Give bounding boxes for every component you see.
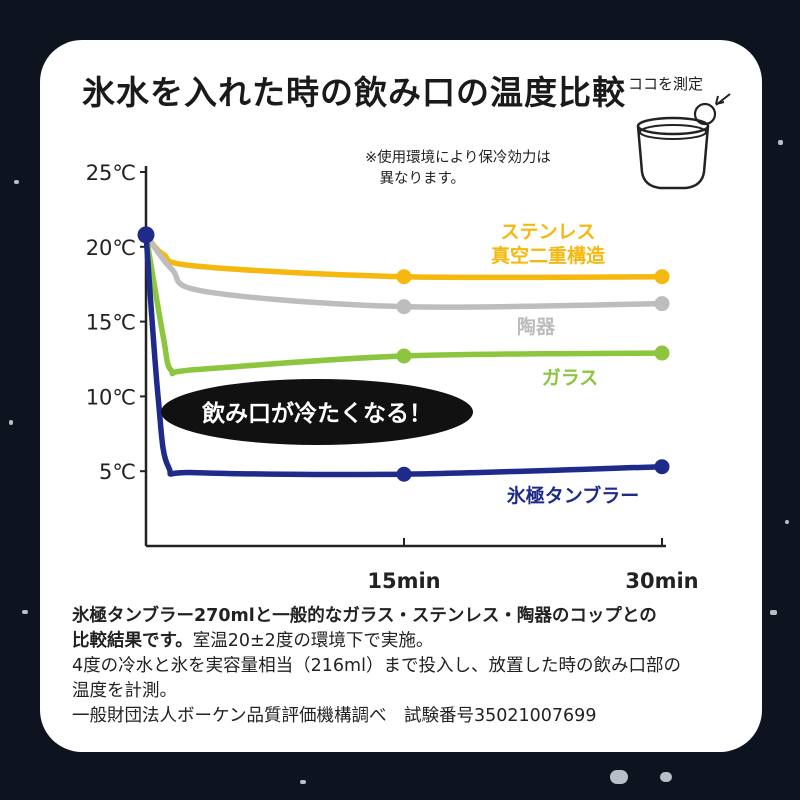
series-point-ceramic: [396, 299, 412, 315]
chart-card: 氷水を入れた時の飲み口の温度比較 ココを測定 ※使用環境により保冷効力は 異なり…: [40, 40, 762, 752]
bg-speck: [300, 780, 306, 784]
bg-speck: [778, 140, 783, 145]
bg-speck: [660, 772, 672, 782]
series-label-ceramic: 陶器: [517, 315, 556, 338]
cup-icon: [636, 93, 731, 190]
callout-bubble: 飲み口が冷たくなる！: [161, 379, 473, 445]
description-line-3: 4度の冷水と氷を実容量相当（216ml）まで投入し、放置した時の飲み口部の: [72, 656, 681, 676]
series-point-hyogoku: [137, 226, 155, 244]
description-line-1: 氷極タンブラー270mlと一般的なガラス・ステンレス・陶器のコップとの: [72, 606, 657, 626]
series-point-stainless: [654, 269, 670, 285]
usage-note: ※使用環境により保冷効力は 異なります。: [365, 150, 551, 187]
series-point-hyogoku: [654, 459, 670, 475]
series-line-stainless: [143, 232, 665, 281]
line-chart: 5℃ 10℃ 15℃ 20℃ 25℃ 15min 30min ステンレス真空二重構造陶器ガラ…: [86, 93, 731, 593]
bg-speck: [610, 770, 628, 784]
series-line-glass: [143, 232, 665, 377]
series-point-glass: [396, 348, 412, 364]
x-tick-label: 15min: [367, 569, 440, 593]
measure-point-label: ココを測定: [628, 75, 704, 93]
series-label-glass: ガラス: [542, 367, 599, 389]
series-line-hyogoku: [143, 232, 665, 478]
description-line-4: 温度を計測。: [72, 681, 177, 701]
chart-title: 氷水を入れた時の飲み口の温度比較: [82, 73, 626, 112]
description-line-2-bold: 比較結果です。: [72, 631, 193, 651]
bg-speck: [22, 610, 28, 614]
y-tick-label: 5℃: [99, 460, 136, 484]
bg-speck: [785, 520, 789, 524]
bg-speck: [14, 180, 19, 184]
y-tick-label: 10℃: [86, 385, 136, 409]
y-tick-label: 15℃: [86, 311, 136, 335]
series-point-stainless: [396, 269, 412, 285]
bg-speck: [9, 420, 13, 425]
y-tick-label: 25℃: [86, 161, 136, 185]
description-line-2-rest: 室温20±2度の環境下で実施。: [192, 631, 434, 651]
x-tick-label: 30min: [625, 569, 698, 593]
y-tick-label: 20℃: [86, 236, 136, 260]
series-point-hyogoku: [396, 466, 412, 482]
series-label-stainless: ステンレス: [500, 221, 595, 243]
bg-speck: [770, 610, 777, 615]
series-point-glass: [654, 345, 670, 361]
series-line-ceramic: [143, 232, 665, 310]
callout-text: 飲み口が冷たくなる！: [201, 400, 432, 427]
series-point-ceramic: [654, 296, 670, 312]
series-label-hyogoku: 氷極タンブラー: [507, 484, 639, 507]
description-line-5: 一般財団法人ボーケン品質評価機構調べ 試験番号35021007699: [72, 706, 597, 726]
description-line-2: 比較結果です。室温20±2度の環境下で実施。: [72, 629, 742, 654]
description: 氷極タンブラー270mlと一般的なガラス・ステンレス・陶器のコップとの 比較結果…: [72, 604, 742, 729]
series-label-stainless: 真空二重構造: [491, 244, 606, 267]
